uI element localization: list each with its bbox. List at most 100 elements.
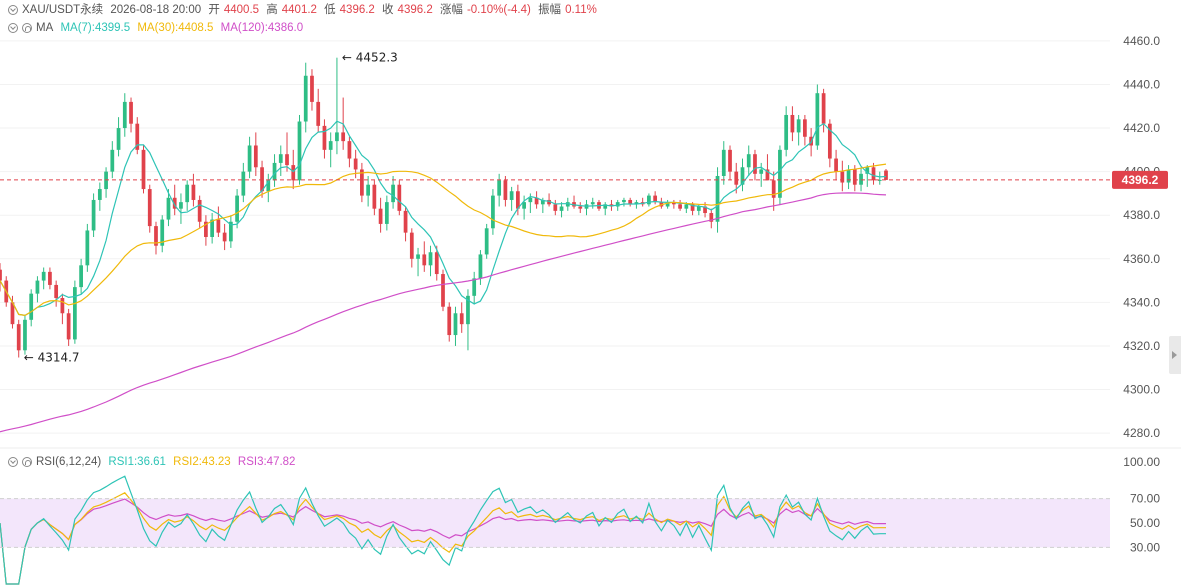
candle xyxy=(141,145,146,194)
close-value: 4396.2 xyxy=(397,4,433,16)
candle xyxy=(509,186,514,211)
candle xyxy=(865,165,870,187)
candle xyxy=(472,271,477,305)
candle xyxy=(73,280,77,344)
bell-icon[interactable] xyxy=(22,457,32,467)
candle xyxy=(85,223,90,272)
candle xyxy=(821,88,826,133)
candle xyxy=(328,132,333,168)
expand-panel-handle[interactable] xyxy=(1169,336,1181,374)
chevron-down-icon[interactable] xyxy=(8,457,18,467)
candle xyxy=(347,136,352,168)
candle xyxy=(241,162,246,203)
candle xyxy=(228,215,233,248)
candle xyxy=(384,195,389,231)
candle xyxy=(497,173,502,207)
candle xyxy=(147,184,152,233)
candlestick-series xyxy=(0,57,888,358)
candle xyxy=(784,106,789,157)
candle xyxy=(840,160,845,192)
candle xyxy=(35,276,40,303)
candle xyxy=(753,149,757,181)
candle xyxy=(834,149,838,181)
rsi2-legend: RSI2:43.23 xyxy=(173,456,231,468)
candle xyxy=(116,117,121,157)
candle xyxy=(172,184,177,216)
candle xyxy=(291,149,296,190)
chevron-down-icon[interactable] xyxy=(8,5,18,15)
candle xyxy=(297,114,302,185)
low-value: 4396.2 xyxy=(339,4,375,16)
bell-icon[interactable] xyxy=(22,23,32,33)
rsi-legend-name[interactable]: RSI(6,12,24) xyxy=(36,456,102,468)
close-label: 收 xyxy=(382,4,394,16)
candle xyxy=(66,308,71,346)
ma30-line xyxy=(0,163,887,317)
candle xyxy=(23,315,27,355)
extreme-annotation: ← 4314.7 xyxy=(24,350,80,364)
chevron-down-icon[interactable] xyxy=(8,23,18,33)
candle xyxy=(478,250,483,285)
candle xyxy=(559,202,564,218)
rsi1-line xyxy=(0,475,886,585)
extreme-annotation: ← 4452.3 xyxy=(342,51,398,65)
last-price-label: 4396.2 xyxy=(1122,173,1159,187)
open-label: 开 xyxy=(208,4,220,16)
candle xyxy=(721,141,726,185)
candle xyxy=(104,167,108,198)
candle xyxy=(360,162,364,203)
change-value: -0.10%(-4.4) xyxy=(466,4,531,16)
candle xyxy=(41,267,46,290)
candle xyxy=(491,189,495,235)
candle xyxy=(272,154,277,187)
amplitude-label: 振幅 xyxy=(538,4,562,16)
ma-legend-name[interactable]: MA xyxy=(36,22,54,34)
candle xyxy=(534,191,539,209)
price-tick-label: 4340.0 xyxy=(1123,295,1160,309)
symbol-name: XAU/USDT永续 xyxy=(22,4,104,16)
candle xyxy=(135,117,140,155)
last-price-tag: 4396.2 xyxy=(1112,170,1168,189)
candle xyxy=(547,193,551,207)
candle xyxy=(285,132,289,172)
rsi-tick-label: 70.00 xyxy=(1130,492,1160,506)
candle xyxy=(447,302,452,342)
candle xyxy=(815,84,820,150)
price-tick-label: 4360.0 xyxy=(1123,252,1160,266)
candle xyxy=(397,180,402,216)
candle xyxy=(197,195,202,229)
candle xyxy=(628,197,633,207)
candle xyxy=(160,215,165,253)
ma120-line xyxy=(0,192,887,433)
candle xyxy=(122,93,127,137)
candle xyxy=(54,280,59,307)
candle xyxy=(191,173,196,207)
price-tick-label: 4420.0 xyxy=(1123,121,1160,135)
candle xyxy=(110,141,115,179)
candle xyxy=(572,195,576,209)
candle xyxy=(434,245,439,281)
amplitude-value: 0.11% xyxy=(565,4,597,16)
candle xyxy=(859,167,863,192)
candle xyxy=(790,106,795,142)
price-axis[interactable]: 4460.04440.04420.04400.04380.04360.04340… xyxy=(1123,34,1160,440)
candle xyxy=(310,69,314,111)
rsi-axis: 100.00 70.00 50.00 30.00 xyxy=(0,447,1181,554)
rsi3-line xyxy=(0,498,886,585)
candle xyxy=(603,202,608,216)
candle xyxy=(260,160,264,198)
price-tick-label: 4380.0 xyxy=(1123,208,1160,222)
candle xyxy=(715,167,720,233)
rsi-lines xyxy=(0,475,886,585)
candle xyxy=(653,191,658,205)
candle xyxy=(391,175,395,209)
candle xyxy=(584,199,589,216)
candle xyxy=(827,119,832,168)
candle xyxy=(29,289,34,327)
high-value: 4401.2 xyxy=(281,4,317,16)
candle xyxy=(416,247,420,277)
candle xyxy=(522,195,526,220)
candle xyxy=(516,184,520,216)
candle xyxy=(759,162,764,187)
